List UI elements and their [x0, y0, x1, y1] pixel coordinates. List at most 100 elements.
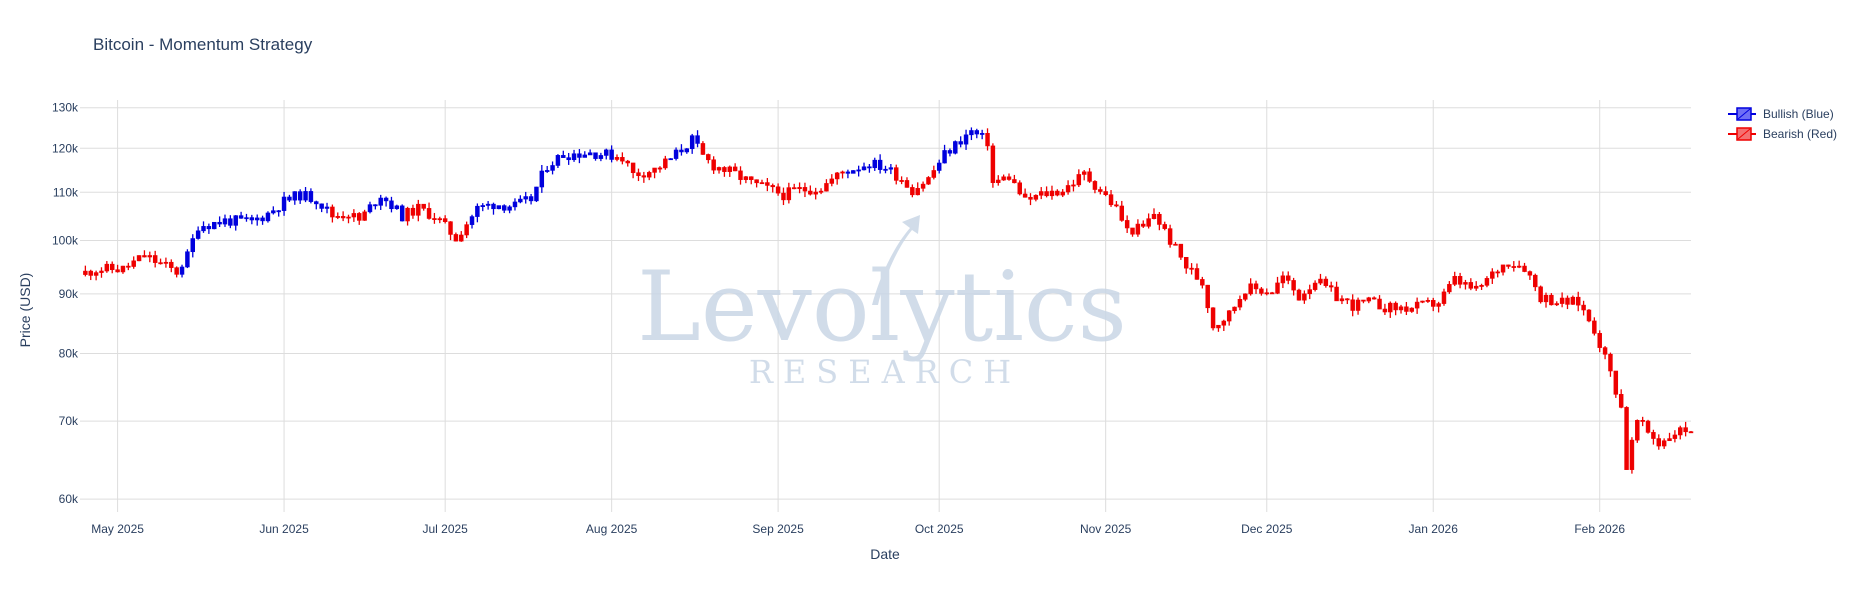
candle-bearish — [1624, 407, 1629, 470]
candle-bearish — [1318, 278, 1323, 284]
candle-bearish — [1613, 370, 1619, 395]
candle-bearish — [630, 162, 636, 174]
candle-bearish — [1243, 293, 1248, 300]
candle-bearish — [1189, 267, 1194, 270]
candle-bullish — [201, 226, 206, 232]
candle-bullish — [185, 251, 190, 268]
candle-bearish — [1312, 282, 1318, 290]
candle-bearish — [432, 218, 437, 220]
candle-bearish — [1565, 297, 1570, 305]
candle-bearish — [1441, 291, 1447, 304]
candle-bullish — [604, 149, 609, 156]
candle-bullish — [518, 198, 523, 203]
x-tick-label: Nov 2025 — [1080, 522, 1132, 536]
candle-bearish — [1028, 196, 1033, 200]
candle-bullish — [501, 205, 507, 211]
candle-bearish — [459, 234, 464, 242]
candle-bullish — [394, 205, 400, 210]
candle-bearish — [416, 203, 421, 216]
candle-bearish — [1286, 275, 1291, 281]
candle-bearish — [1302, 293, 1307, 301]
candle-bearish — [743, 176, 749, 180]
candle-bearish — [1135, 223, 1141, 235]
y-tick-label: 130k — [52, 101, 79, 115]
legend-item-bullish[interactable]: Bullish (Blue) — [1728, 107, 1834, 121]
candle-bearish — [894, 167, 899, 181]
candle-bearish — [357, 213, 362, 221]
candle-bearish — [652, 167, 657, 173]
candle-bearish — [700, 143, 706, 155]
x-tick-label: Feb 2026 — [1574, 522, 1625, 536]
candle-bearish — [1629, 439, 1635, 470]
candle-bearish — [1022, 193, 1028, 198]
candle-bearish — [770, 185, 775, 188]
candle-bullish — [260, 217, 265, 222]
candle-bearish — [1253, 283, 1259, 290]
candle-bearish — [1291, 280, 1296, 291]
candle-bullish — [244, 217, 249, 220]
candle-bullish — [314, 201, 319, 205]
candle-bearish — [1339, 298, 1345, 302]
candle-bearish — [1388, 302, 1393, 313]
candle-bullish — [963, 134, 969, 145]
candle-bullish — [480, 205, 485, 207]
candle-bearish — [1554, 303, 1559, 306]
candle-bearish — [1328, 285, 1334, 288]
candle-bearish — [453, 234, 459, 242]
candle-bullish — [534, 186, 539, 202]
candle-bearish — [786, 187, 792, 201]
legend-label-bullish: Bullish (Blue) — [1763, 107, 1834, 121]
candle-bullish — [238, 215, 244, 219]
candle-bullish — [271, 210, 276, 214]
y-tick-label: 110k — [53, 185, 79, 199]
candle-bullish — [217, 221, 222, 225]
legend: Bullish (Blue) Bearish (Red) — [1728, 107, 1837, 141]
candle-bearish — [1183, 256, 1189, 269]
candle-bearish — [1124, 220, 1130, 229]
candle-bearish — [1044, 191, 1049, 197]
candle-bearish — [1151, 213, 1157, 219]
candle-bearish — [641, 175, 647, 178]
candle-bullish — [689, 135, 695, 150]
candle-bullish — [212, 221, 217, 230]
candle-bearish — [1366, 297, 1372, 302]
candle-bearish — [1157, 213, 1162, 225]
candle-bearish — [926, 177, 931, 185]
candle-bearish — [1457, 276, 1463, 285]
candle-bearish — [421, 203, 426, 209]
candle-bearish — [426, 208, 432, 219]
candle-bearish — [904, 180, 910, 188]
candle-bearish — [1608, 353, 1613, 372]
candle-bullish — [475, 205, 480, 217]
candle-bearish — [1017, 182, 1022, 195]
candle-bearish — [330, 206, 335, 218]
candle-bearish — [759, 182, 765, 185]
candle-bullish — [942, 150, 947, 164]
candle-bullish — [582, 154, 588, 158]
candle-bearish — [147, 255, 153, 258]
candle-bearish — [797, 187, 802, 190]
candle-bearish — [1602, 347, 1608, 355]
x-tick-label: Oct 2025 — [915, 522, 964, 536]
candle-bearish — [126, 265, 131, 268]
candle-bearish — [1586, 309, 1592, 322]
legend-item-bearish[interactable]: Bearish (Red) — [1728, 127, 1837, 141]
candle-bullish — [383, 197, 389, 202]
candle-bearish — [1495, 271, 1500, 274]
candle-bearish — [1141, 223, 1146, 227]
candle-bearish — [1355, 299, 1361, 311]
candle-bearish — [1688, 431, 1694, 434]
candle-bearish — [83, 270, 88, 275]
candle-bullish — [308, 191, 314, 202]
candle-bearish — [158, 262, 163, 265]
candle-bullish — [561, 155, 566, 158]
candle-bullish — [587, 152, 593, 156]
candle-bearish — [1570, 296, 1576, 305]
legend-label-bearish: Bearish (Red) — [1763, 127, 1837, 141]
candle-bullish — [969, 130, 974, 136]
y-tick-label: 100k — [52, 234, 79, 248]
candle-bearish — [1404, 306, 1409, 312]
candle-bullish — [324, 206, 330, 209]
candle-bearish — [781, 192, 786, 201]
